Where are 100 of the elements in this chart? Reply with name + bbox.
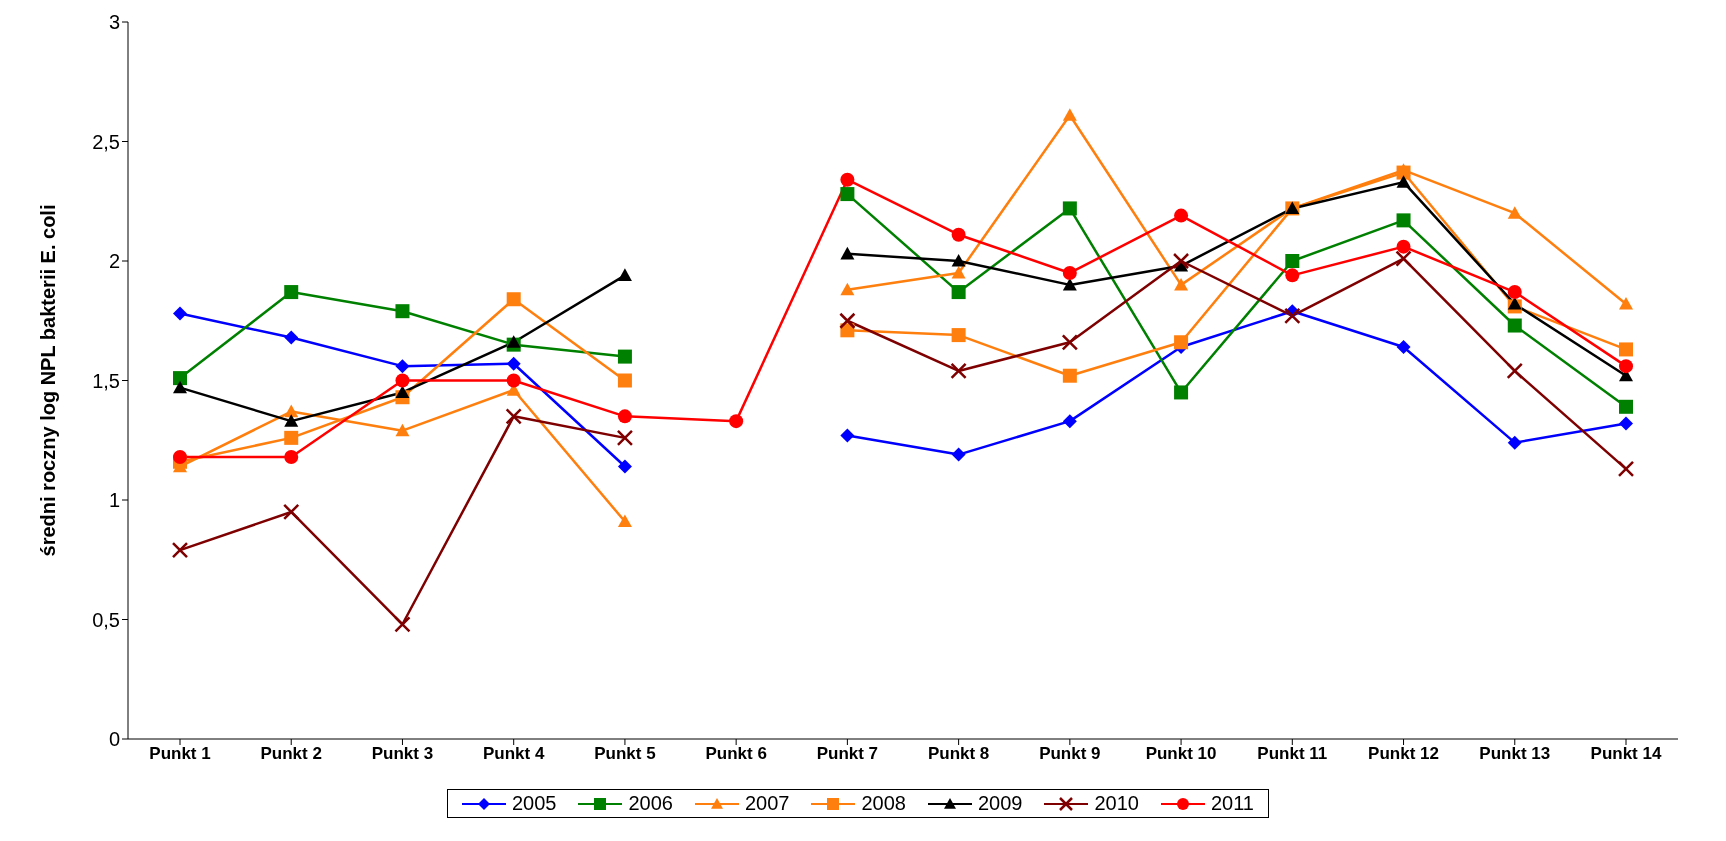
- point: [840, 172, 855, 187]
- point: [1619, 342, 1633, 357]
- point: [173, 306, 187, 321]
- point: [617, 349, 632, 364]
- x-tick-label: Punkt 1: [149, 744, 211, 764]
- point: [1174, 335, 1189, 350]
- y-tick-label: 0,5: [92, 608, 120, 631]
- point: [617, 514, 632, 528]
- point: [395, 385, 410, 399]
- point: [284, 330, 299, 345]
- point: [1617, 460, 1635, 478]
- point: [1506, 362, 1524, 380]
- point: [506, 292, 521, 307]
- point: [1062, 265, 1077, 280]
- point: [173, 449, 187, 464]
- point: [729, 414, 744, 429]
- point: [1396, 213, 1411, 228]
- point: [1062, 368, 1077, 383]
- point: [1062, 414, 1077, 429]
- legend-label: 2006: [628, 792, 673, 815]
- point: [951, 328, 966, 343]
- point: [1396, 165, 1411, 180]
- x-tick-label: Punkt 2: [260, 744, 322, 764]
- point: [1507, 285, 1522, 300]
- point: [395, 359, 410, 374]
- legend-label: 2011: [1210, 792, 1254, 815]
- point: [840, 428, 855, 443]
- x-tick-label: Punkt 5: [594, 744, 656, 764]
- point: [840, 187, 855, 202]
- point: [506, 373, 521, 388]
- x-tick-label: Punkt 12: [1368, 744, 1439, 764]
- point: [394, 616, 411, 633]
- point: [1396, 175, 1411, 188]
- point: [395, 373, 410, 388]
- point: [1396, 239, 1411, 254]
- point: [282, 503, 300, 521]
- x-tick-label: Punkt 14: [1590, 744, 1662, 764]
- point: [839, 312, 856, 329]
- y-tick-label: 3: [108, 11, 120, 34]
- point: [950, 362, 967, 380]
- point: [1174, 385, 1189, 400]
- point: [395, 304, 410, 319]
- point: [1619, 416, 1633, 431]
- point: [951, 265, 966, 279]
- point: [1507, 297, 1522, 310]
- point: [1285, 254, 1300, 268]
- point: [1172, 252, 1190, 270]
- legend-label: 2005: [511, 792, 557, 815]
- point: [616, 429, 634, 447]
- point: [1062, 201, 1077, 216]
- x-tick-label: Punkt 13: [1479, 744, 1551, 764]
- point: [840, 246, 855, 260]
- point: [284, 430, 299, 445]
- x-tick-label: Punkt 10: [1145, 744, 1217, 764]
- point: [1507, 318, 1522, 333]
- point: [173, 371, 187, 386]
- x-tick-label: Punkt 9: [1039, 744, 1101, 764]
- point: [840, 282, 855, 296]
- point: [951, 285, 966, 300]
- y-tick-label: 1,5: [92, 369, 120, 392]
- point: [284, 449, 299, 464]
- x-tick-label: Punkt 8: [927, 744, 990, 764]
- point: [1062, 277, 1077, 291]
- point: [951, 227, 966, 242]
- point: [1619, 399, 1633, 414]
- point: [1061, 334, 1079, 351]
- point: [1284, 307, 1301, 325]
- point: [1507, 206, 1522, 219]
- point: [1062, 108, 1077, 121]
- point: [617, 373, 632, 388]
- point: [173, 380, 187, 394]
- y-axis-title: średni roczny log NPL bakterii E. coli: [37, 204, 60, 557]
- point: [1174, 208, 1189, 223]
- point: [1174, 277, 1189, 291]
- x-tick-label: Punkt 3: [371, 744, 434, 764]
- point: [951, 447, 966, 462]
- point: [506, 356, 521, 371]
- point: [951, 254, 966, 267]
- point: [1395, 250, 1412, 267]
- x-tick-label: Punkt 7: [816, 744, 879, 764]
- point: [1285, 268, 1300, 283]
- point: [171, 541, 189, 559]
- point: [505, 408, 522, 425]
- y-tick-label: 1: [108, 489, 120, 512]
- legend-label: 2010: [1094, 792, 1139, 815]
- point: [1396, 340, 1411, 355]
- x-tick-label: Punkt 4: [482, 744, 545, 764]
- point: [617, 268, 632, 281]
- point: [284, 414, 299, 427]
- point: [1619, 297, 1633, 310]
- point: [284, 404, 299, 418]
- point: [617, 459, 632, 474]
- legend-label: 2009: [977, 792, 1023, 815]
- point: [1619, 359, 1633, 374]
- point: [617, 409, 632, 424]
- legend-label: 2008: [861, 792, 906, 815]
- y-tick-label: 0: [108, 728, 120, 751]
- point: [1507, 435, 1522, 450]
- point: [395, 423, 410, 437]
- point: [284, 285, 299, 300]
